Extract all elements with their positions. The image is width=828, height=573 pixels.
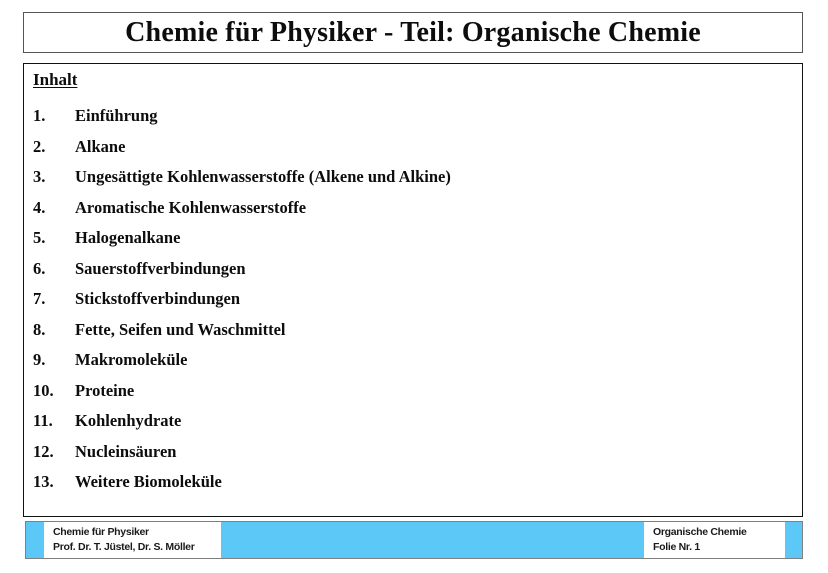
toc-item: 11. Kohlenhydrate	[33, 406, 792, 437]
toc-list: 1. Einführung 2. Alkane 3. Ungesättigte Kohle…	[33, 101, 792, 498]
toc-item: 5. Halogenalkane	[33, 223, 792, 254]
toc-item-label: Einführung	[75, 106, 158, 126]
footer-bar: Chemie für Physiker Prof. Dr. T. Jüstel,…	[25, 521, 803, 559]
toc-item-number: 8.	[33, 319, 46, 339]
toc-item: 3. Ungesättigte Kohlenwasserstoffe (Alken…	[33, 162, 792, 193]
toc-item-label: Alkane	[75, 136, 126, 156]
toc-item-label: Fette, Seifen und Waschmittel	[75, 319, 286, 339]
toc-item: 10. Proteine	[33, 376, 792, 407]
footer-course-box: Chemie für Physiker Prof. Dr. T. Jüstel,…	[44, 522, 221, 558]
toc-item: 13. Weitere Biomoleküle	[33, 467, 792, 498]
footer-topic-box: Organische Chemie Folie Nr. 1	[644, 522, 785, 558]
toc-item-number: 11.	[33, 411, 53, 431]
slide-title: Chemie für Physiker - Teil: Organische C…	[125, 16, 701, 48]
toc-item: 1. Einführung	[33, 101, 792, 132]
toc-item-number: 4.	[33, 197, 46, 217]
toc-item-number: 5.	[33, 228, 46, 248]
toc-item-label: Stickstoffverbindungen	[75, 289, 241, 309]
toc-item-number: 7.	[33, 289, 46, 309]
toc-item-label: Weitere Biomoleküle	[75, 472, 222, 492]
footer-authors: Prof. Dr. T. Jüstel, Dr. S. Möller	[53, 541, 195, 553]
toc-item-label: Nucleinsäuren	[75, 441, 177, 461]
toc-item-number: 9.	[33, 350, 46, 370]
toc-item: 2. Alkane	[33, 132, 792, 163]
slide-title-box: Chemie für Physiker - Teil: Organische C…	[23, 12, 803, 53]
toc-item-label: Kohlenhydrate	[75, 411, 182, 431]
toc-item-number: 10.	[33, 380, 54, 400]
footer-topic: Organische Chemie	[653, 526, 747, 538]
toc-item-label: Sauerstoffverbindungen	[75, 258, 246, 278]
toc-heading: Inhalt	[33, 70, 78, 89]
toc-item-label: Makromoleküle	[75, 350, 188, 370]
toc-item-number: 12.	[33, 441, 54, 461]
toc-item-label: Ungesättigte Kohlenwasserstoffe (Alkene …	[75, 167, 451, 187]
toc-item-number: 6.	[33, 258, 46, 278]
content-box: Inhalt 1. Einführung 2. Alkane 3. Ungesättigt…	[23, 63, 803, 517]
toc-item-number: 13.	[33, 472, 54, 492]
toc-item: 7. Stickstoffverbindungen	[33, 284, 792, 315]
toc-item-label: Halogenalkane	[75, 228, 181, 248]
toc-item-number: 2.	[33, 136, 46, 156]
toc-item: 6. Sauerstoffverbindungen	[33, 254, 792, 285]
toc-item-number: 1.	[33, 106, 46, 126]
toc-item: 9. Makromoleküle	[33, 345, 792, 376]
toc-item: 4. Aromatische Kohlenwasserstoffe	[33, 193, 792, 224]
toc-item-label: Aromatische Kohlenwasserstoffe	[75, 197, 307, 217]
toc-item-label: Proteine	[75, 380, 135, 400]
toc-item: 12. Nucleinsäuren	[33, 437, 792, 468]
toc-item: 8. Fette, Seifen und Waschmittel	[33, 315, 792, 346]
footer-course-title: Chemie für Physiker	[53, 526, 149, 538]
footer-slide-number: Folie Nr. 1	[653, 541, 700, 553]
toc-item-number: 3.	[33, 167, 46, 187]
